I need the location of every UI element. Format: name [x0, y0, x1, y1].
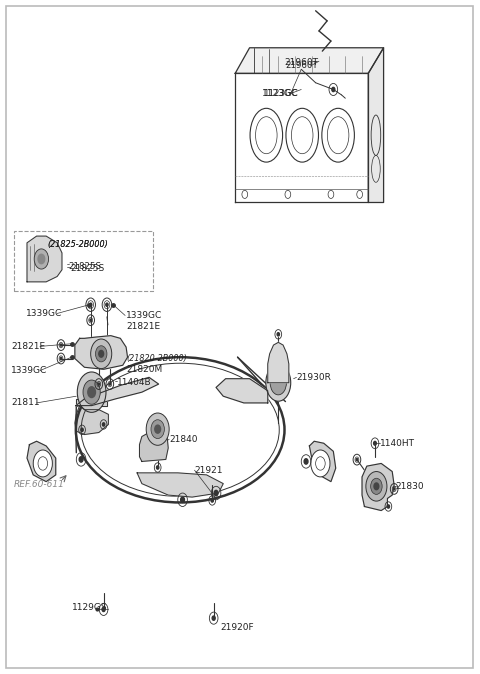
Text: 11404B: 11404B [117, 378, 151, 388]
Circle shape [211, 499, 214, 502]
Text: 21960T: 21960T [286, 61, 318, 71]
Circle shape [356, 458, 358, 461]
Circle shape [38, 254, 45, 264]
Circle shape [212, 616, 215, 620]
Text: REF.60-611: REF.60-611 [14, 481, 65, 489]
Text: 1339GC: 1339GC [126, 311, 162, 320]
Circle shape [109, 383, 110, 385]
Text: 21960T: 21960T [284, 58, 318, 67]
Text: 21821E: 21821E [11, 342, 45, 351]
Polygon shape [75, 406, 108, 435]
Text: (21825-2B000): (21825-2B000) [48, 240, 108, 249]
Circle shape [151, 420, 164, 439]
Circle shape [91, 339, 112, 369]
Text: 21921: 21921 [194, 466, 223, 474]
Text: 1339GC: 1339GC [25, 309, 62, 318]
Polygon shape [368, 48, 384, 202]
Polygon shape [27, 441, 56, 482]
Polygon shape [216, 379, 268, 403]
Circle shape [106, 303, 108, 306]
Polygon shape [75, 336, 128, 369]
Polygon shape [362, 464, 394, 510]
Circle shape [79, 457, 83, 462]
Circle shape [96, 346, 107, 362]
Text: 21811: 21811 [11, 398, 40, 407]
Text: 1129GS: 1129GS [72, 603, 107, 612]
Circle shape [304, 459, 308, 464]
Circle shape [311, 450, 330, 477]
Circle shape [90, 303, 92, 306]
Text: 21820M: 21820M [126, 365, 162, 374]
Circle shape [373, 441, 376, 445]
Polygon shape [76, 377, 158, 406]
Circle shape [88, 387, 96, 398]
Circle shape [90, 319, 91, 321]
Circle shape [77, 372, 106, 412]
Text: 21825S: 21825S [69, 262, 102, 271]
Circle shape [155, 425, 160, 433]
Ellipse shape [266, 364, 291, 401]
Circle shape [60, 357, 62, 360]
Circle shape [60, 344, 62, 346]
Circle shape [156, 466, 159, 469]
Text: 1339GC: 1339GC [11, 366, 48, 375]
Circle shape [332, 88, 335, 92]
Polygon shape [235, 48, 384, 73]
Circle shape [387, 505, 390, 508]
Circle shape [394, 488, 395, 490]
Text: 21930R: 21930R [297, 373, 331, 382]
Polygon shape [27, 236, 62, 282]
Polygon shape [268, 342, 289, 383]
Circle shape [102, 423, 105, 426]
Polygon shape [140, 433, 168, 462]
Circle shape [34, 249, 48, 269]
Circle shape [277, 333, 279, 336]
Circle shape [98, 383, 99, 385]
Circle shape [366, 472, 387, 501]
Text: 21840: 21840 [169, 435, 198, 443]
Text: 21920F: 21920F [221, 623, 254, 632]
Circle shape [374, 483, 379, 490]
Text: 1140HT: 1140HT [380, 439, 415, 448]
Polygon shape [137, 473, 223, 497]
Circle shape [33, 450, 52, 477]
Circle shape [180, 497, 184, 502]
Text: 1123GC: 1123GC [262, 89, 298, 98]
Ellipse shape [270, 371, 287, 395]
Circle shape [371, 479, 382, 495]
Text: 21821E: 21821E [126, 322, 160, 332]
Text: 21830: 21830 [396, 482, 424, 491]
Text: (21820-2B000): (21820-2B000) [126, 354, 187, 363]
Polygon shape [76, 399, 107, 406]
Text: 1123GC: 1123GC [263, 89, 298, 98]
Circle shape [83, 380, 100, 404]
Circle shape [102, 607, 105, 611]
Circle shape [146, 413, 169, 446]
Circle shape [81, 428, 83, 431]
Circle shape [99, 350, 104, 357]
Polygon shape [310, 441, 336, 482]
Text: 21825S: 21825S [70, 264, 104, 273]
Circle shape [214, 491, 218, 496]
Text: (21825-2B000): (21825-2B000) [48, 240, 108, 249]
